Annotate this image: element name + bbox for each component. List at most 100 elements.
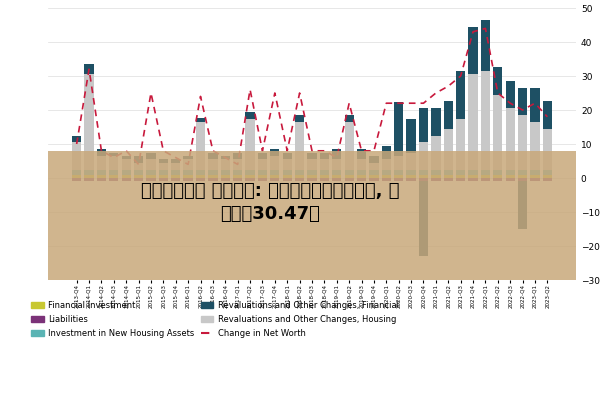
Bar (320, 170, 329, 174)
Bar (493, 68, 502, 95)
Bar (245, 174, 255, 178)
Bar (518, 115, 527, 170)
Bar (97, 170, 106, 174)
Bar (134, 178, 143, 182)
Bar (506, 170, 515, 174)
Bar (159, 170, 168, 174)
Bar (419, 108, 428, 142)
Bar (469, 27, 478, 74)
Bar (493, 170, 502, 174)
Bar (196, 118, 205, 122)
Bar (530, 178, 539, 182)
Bar (406, 118, 416, 152)
Bar (283, 170, 292, 174)
Bar (258, 152, 267, 159)
Bar (97, 156, 106, 170)
Bar (506, 174, 515, 178)
Bar (270, 149, 280, 156)
Bar (245, 178, 255, 182)
Bar (171, 163, 181, 170)
Bar (357, 178, 366, 182)
Bar (518, 174, 527, 178)
Bar (543, 170, 552, 174)
Bar (394, 170, 403, 174)
Bar (382, 174, 391, 178)
Bar (530, 170, 539, 174)
Bar (493, 178, 502, 182)
Bar (357, 174, 366, 178)
Bar (85, 174, 94, 178)
Bar (307, 152, 317, 159)
Bar (320, 178, 329, 182)
Bar (369, 156, 379, 163)
Bar (431, 108, 440, 136)
Bar (320, 159, 329, 170)
Bar (122, 159, 131, 170)
Bar (85, 178, 94, 182)
Bar (122, 174, 131, 178)
Bar (320, 174, 329, 178)
Bar (85, 170, 94, 174)
Bar (171, 159, 181, 163)
Bar (184, 178, 193, 182)
Bar (159, 163, 168, 170)
Bar (122, 178, 131, 182)
Bar (394, 178, 403, 182)
Bar (332, 178, 341, 182)
Bar (109, 156, 118, 170)
Bar (431, 174, 440, 178)
Bar (406, 174, 416, 178)
Bar (481, 20, 490, 71)
Bar (357, 149, 366, 159)
Bar (233, 178, 242, 182)
Bar (171, 170, 181, 174)
Bar (270, 178, 280, 182)
Bar (85, 74, 94, 170)
Bar (196, 122, 205, 170)
Bar (456, 118, 465, 170)
Bar (109, 152, 118, 156)
Bar (208, 159, 218, 170)
Bar (344, 115, 354, 122)
Bar (283, 152, 292, 159)
Bar (456, 178, 465, 182)
Bar (406, 170, 416, 174)
Bar (307, 170, 317, 174)
Bar (221, 178, 230, 182)
Bar (357, 159, 366, 170)
Bar (307, 159, 317, 170)
Bar (295, 174, 304, 178)
Bar (184, 159, 193, 170)
Bar (506, 81, 515, 108)
Bar (419, 170, 428, 174)
Bar (369, 170, 379, 174)
Bar (159, 174, 168, 178)
Bar (134, 156, 143, 163)
Bar (307, 174, 317, 178)
Bar (109, 174, 118, 178)
Bar (518, 170, 527, 174)
Bar (469, 170, 478, 174)
Bar (382, 159, 391, 170)
Bar (530, 174, 539, 178)
Bar (344, 178, 354, 182)
Bar (245, 112, 255, 118)
Bar (357, 170, 366, 174)
Bar (270, 170, 280, 174)
Bar (283, 174, 292, 178)
Bar (481, 71, 490, 170)
Bar (543, 102, 552, 129)
Bar (295, 122, 304, 170)
Bar (295, 115, 304, 122)
Bar (332, 170, 341, 174)
Bar (134, 170, 143, 174)
Bar (493, 95, 502, 170)
Bar (506, 108, 515, 170)
Bar (283, 178, 292, 182)
Bar (196, 170, 205, 174)
Bar (456, 71, 465, 118)
Bar (530, 122, 539, 170)
Bar (221, 174, 230, 178)
Bar (382, 170, 391, 174)
Bar (221, 156, 230, 159)
